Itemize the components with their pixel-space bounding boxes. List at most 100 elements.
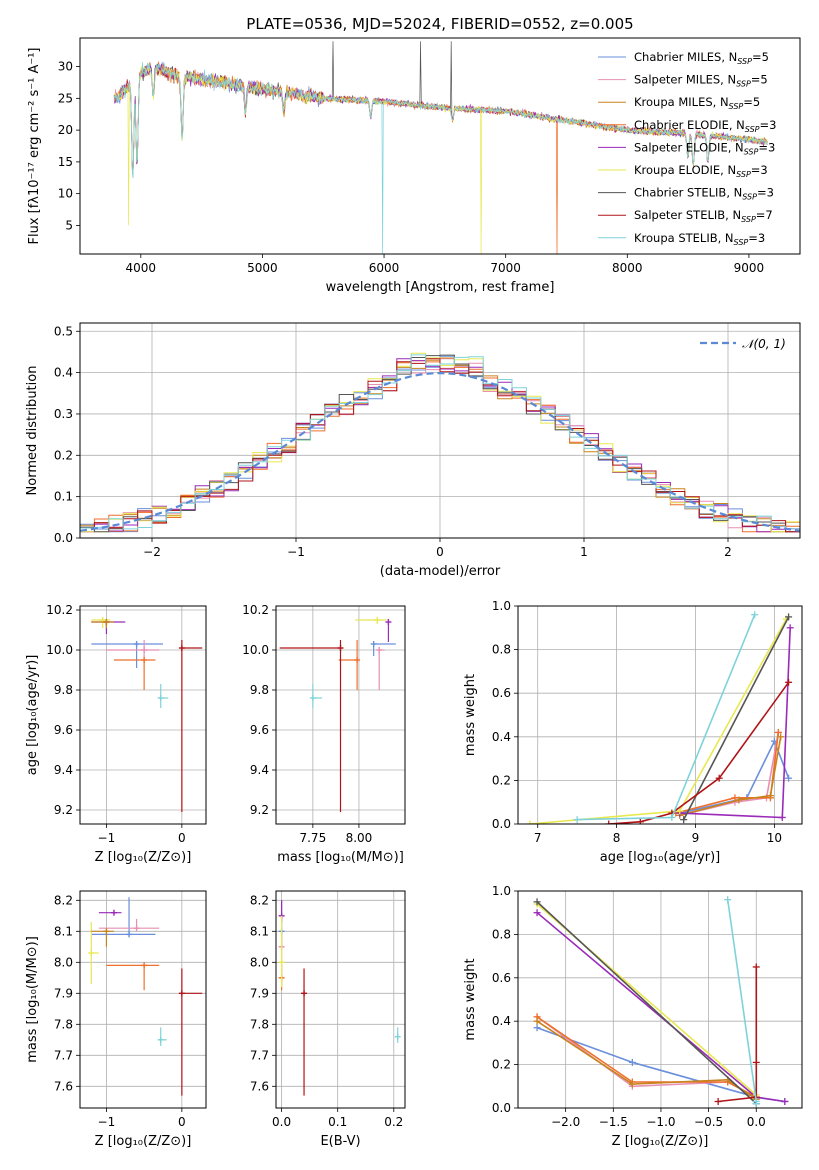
y-tick-label: 9.8: [54, 683, 73, 697]
y-axis-label: Normed distribution: [25, 366, 40, 496]
x-axis-label: E(B-V): [320, 1134, 360, 1149]
x-tick-label: 0.0: [747, 1115, 766, 1129]
error-bar-point: [106, 962, 160, 991]
error-bar-point: [178, 968, 203, 1096]
y-tick-label: 0.2: [54, 448, 73, 462]
axes-frame: [79, 605, 207, 825]
x-tick-label: 7: [534, 831, 542, 845]
residual-histogram-line: [80, 354, 800, 530]
normal-curve-line: [80, 371, 800, 532]
x-tick-label: 0.1: [328, 1115, 347, 1129]
spectrum-legend: Chabrier MILES, NSSP=5 Salpeter MILES, NS…: [598, 50, 776, 247]
x-tick-label: 1: [580, 545, 588, 559]
axes-frame: [79, 37, 801, 255]
subplot-mass-weight-vs-z: −2.0 −1.5 −1.0 −0.5 0.0 0.0 0.2 0.4 0.6 0.8 1.0 Z […: [463, 884, 803, 1149]
subplot-residuals: −2 −1 0 1 2 0.0 0.1 0.2 0.3 0.4 0.5 (data-model)/er…: [25, 322, 801, 579]
mass-weight-series: [526, 615, 790, 824]
error-bar-point: [278, 915, 285, 988]
subplot-mass-vs-z: −1 0 7.6 7.7 7.8 7.9 8.0 8.1 8.2 Z [log₁₀(Z/Z⊙)] m…: [25, 890, 207, 1149]
subplot-spectrum: 4000 5000 6000 7000 8000 9000 5 10 15 20 25 30 wavel…: [27, 37, 801, 295]
error-bar-point: [376, 647, 385, 690]
y-tick-label: 0.0: [492, 817, 511, 831]
x-axis-label: (data-model)/error: [380, 564, 501, 579]
x-tick-label: 10: [767, 831, 782, 845]
error-bar-point: [385, 619, 392, 642]
y-tick-label: 9.2: [54, 803, 73, 817]
y-tick-label: 9.4: [54, 763, 73, 777]
x-tick-label: 8000: [612, 261, 643, 275]
mass-weight-series: [533, 1013, 760, 1101]
error-bar-point: [301, 968, 308, 1096]
x-tick-label: 0.2: [384, 1115, 403, 1129]
x-tick-label: −2: [143, 545, 161, 559]
plot-area-residuals: [80, 323, 800, 538]
legend-entry: Kroupa STELIB, NSSP=3: [634, 231, 765, 247]
error-bar-point: [113, 657, 156, 690]
y-tick-label: 0.2: [492, 1058, 511, 1072]
y-tick-label: 7.7: [54, 1048, 73, 1062]
x-tick-label: 9: [692, 831, 700, 845]
mass-weight-series: [680, 613, 793, 824]
y-tick-label: 0.4: [492, 1014, 511, 1028]
x-tick-label: 5000: [247, 261, 278, 275]
x-axis-label: Z [log₁₀(Z/Z⊙)]: [612, 1134, 709, 1149]
x-tick-label: −2.0: [551, 1115, 580, 1129]
x-tick-label: 0: [178, 831, 186, 845]
axes-frame: [79, 322, 801, 539]
y-tick-label: 10.2: [242, 603, 269, 617]
x-axis-label: age [log₁₀(age/yr)]: [600, 850, 721, 865]
y-axis-label: mass weight: [463, 674, 478, 756]
x-tick-label: 9000: [734, 261, 765, 275]
y-tick-label: 10.2: [46, 603, 73, 617]
y-tick-label: 0.0: [54, 531, 73, 545]
plot-area-mass-weight-vs-z: [518, 891, 802, 1108]
plot-area-age-vs-z: [80, 606, 206, 824]
error-bar-point: [279, 640, 344, 812]
y-axis-label: mass [log₁₀(M/M⊙)]: [25, 936, 40, 1063]
y-tick-label: 8.1: [54, 924, 73, 938]
series-line: [679, 627, 791, 819]
series-line: [718, 967, 758, 1103]
subplot-age-vs-mass: 7.75 8.00 9.2 9.4 9.6 9.8 10.0 10.2 mass [log₁₀(…: [242, 603, 406, 865]
series-line: [536, 1016, 757, 1098]
y-tick-label: 1.0: [492, 599, 511, 613]
mass-weight-series: [676, 624, 794, 821]
axes-frame: [275, 605, 406, 825]
y-tick-label: 0.1: [54, 490, 73, 504]
y-tick-label: 0.8: [492, 643, 511, 657]
series-line: [679, 739, 790, 814]
y-tick-label: 9.6: [54, 723, 73, 737]
plot-area-age-vs-mass: [276, 606, 405, 824]
series-line: [679, 736, 782, 817]
plot-area-mass-vs-ebv: [276, 891, 405, 1108]
error-bar-point: [157, 1027, 167, 1046]
y-tick-label: 10: [58, 187, 73, 201]
x-tick-label: −1: [287, 545, 305, 559]
y-tick-label: 8.1: [250, 924, 269, 938]
legend-entry: Kroupa ELODIE, NSSP=3: [634, 163, 768, 179]
y-tick-label: 7.6: [54, 1079, 73, 1093]
y-tick-label: 1.0: [492, 884, 511, 898]
y-tick-label: 7.6: [250, 1079, 269, 1093]
x-axis-label: wavelength [Angstrom, rest frame]: [326, 280, 555, 295]
series-line: [536, 901, 757, 1105]
x-tick-label: 2: [724, 545, 732, 559]
legend-entry: Chabrier ELODIE, NSSP=3: [634, 118, 776, 134]
y-tick-label: 10.0: [242, 643, 269, 657]
spectrum-series-line: [113, 61, 768, 254]
legend-entry: Kroupa MILES, NSSP=5: [634, 95, 760, 111]
y-axis-label: mass weight: [463, 958, 478, 1040]
error-bar-point: [394, 1027, 401, 1043]
mass-weight-series: [676, 733, 785, 819]
x-tick-label: 6000: [369, 261, 400, 275]
y-tick-label: 20: [58, 123, 73, 137]
y-tick-label: 9.8: [250, 683, 269, 697]
x-tick-label: −1: [98, 1115, 116, 1129]
mass-weight-series: [533, 1017, 760, 1103]
y-tick-label: 0.5: [54, 324, 73, 338]
series-line: [682, 616, 790, 820]
y-tick-label: 8.2: [250, 893, 269, 907]
y-tick-label: 8.0: [54, 955, 73, 969]
error-bar-point: [91, 641, 163, 668]
